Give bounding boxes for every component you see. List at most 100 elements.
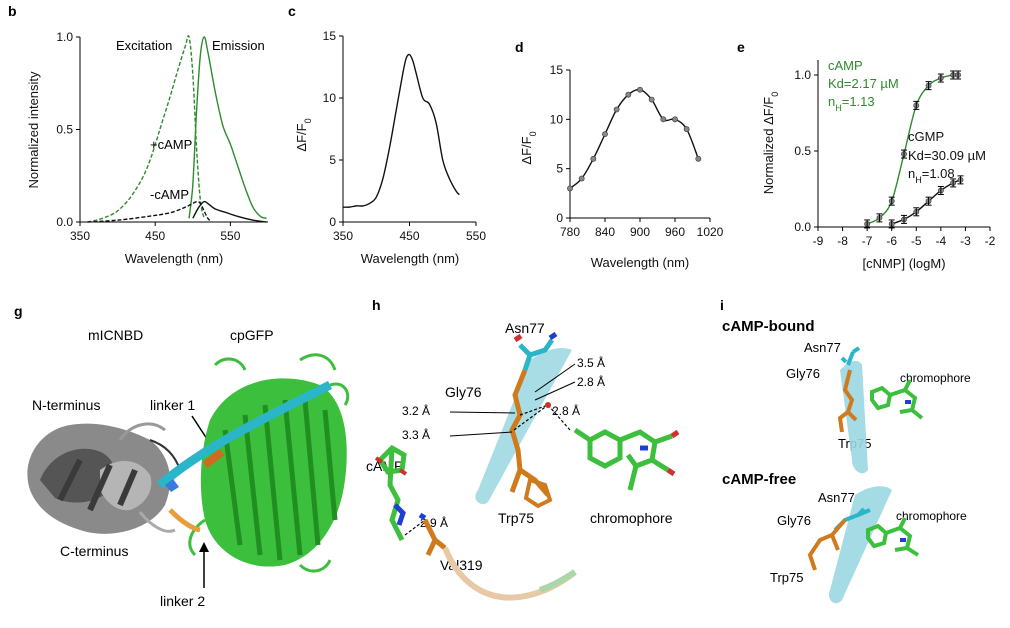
chart-c-ylabel-sub: 0 <box>303 118 313 123</box>
distance-4: 2.8 Å <box>552 403 580 418</box>
bound-label-gly76: Gly76 <box>786 366 820 381</box>
x-tick-label: 350 <box>333 229 353 243</box>
y-tick-label: 15 <box>550 63 564 77</box>
title-camp-free: cAMP-free <box>722 471 796 488</box>
x-tick-label: -2 <box>985 234 996 248</box>
chart-c-ylabel-main: ΔF/F <box>294 123 309 151</box>
label-c-terminus: C-terminus <box>60 543 128 559</box>
panel-letter-i: i <box>720 297 724 313</box>
data-point <box>590 155 597 162</box>
series-line-0 <box>569 88 699 189</box>
label-trp75: Trp75 <box>498 510 534 526</box>
legend-camp-nh: nH=1.13 <box>828 94 875 113</box>
label-asn77: Asn77 <box>505 320 545 336</box>
y-tick-label: 0 <box>329 215 336 229</box>
chart-c-axes <box>342 36 476 223</box>
free-label-chromophore: chromophore <box>896 509 967 523</box>
data-point <box>660 116 667 123</box>
chart-d-ylabel: ΔF/F0 <box>519 131 538 164</box>
chart-e-axes <box>817 60 990 228</box>
series-line-0 <box>342 53 460 208</box>
x-tick-label: -7 <box>862 234 873 248</box>
y-tick-label: 0.5 <box>56 123 73 137</box>
h-structure-graphic <box>374 331 680 601</box>
y-tick-label: 10 <box>323 91 337 105</box>
legend-camp-nh-sub: H <box>835 103 842 113</box>
data-point <box>683 126 690 133</box>
annotation-excitation: Excitation <box>116 38 172 53</box>
x-tick-label: 550 <box>220 229 240 243</box>
y-tick-label: 10 <box>550 112 564 126</box>
panel-letter-d: d <box>515 39 524 55</box>
panel-letter-b: b <box>8 3 17 19</box>
chart-b-series <box>87 35 267 223</box>
free-label-trp75: Trp75 <box>770 570 803 585</box>
legend-camp-nh-value: =1.13 <box>842 94 875 109</box>
y-tick-label: 5 <box>556 162 563 176</box>
chart-b-ticks: 350 450 550 0.0 0.5 1.0 <box>56 30 240 243</box>
bound-label-asn77: Asn77 <box>804 340 841 355</box>
series-line-2 <box>87 200 213 223</box>
x-tick-label: 550 <box>466 229 486 243</box>
x-tick-label: 450 <box>399 229 419 243</box>
label-n-terminus: N-terminus <box>32 397 100 413</box>
x-tick-label: 840 <box>595 225 615 239</box>
i-free-structure-graphic <box>807 486 920 604</box>
y-tick-label: 0.0 <box>794 220 811 234</box>
chart-c-xlabel: Wavelength (nm) <box>361 251 460 266</box>
data-point <box>648 96 655 103</box>
panel-letter-c: c <box>288 3 296 19</box>
chart-c-ylabel: ΔF/F0 <box>294 118 313 151</box>
chart-c-ticks: 350 450 550 0 5 10 15 <box>323 29 487 243</box>
data-point <box>672 116 678 123</box>
legend-cgmp-nh-n: n <box>908 166 915 181</box>
chart-e-ylabel-sub: 0 <box>770 92 780 97</box>
chart-b-ylabel: Normalized intensity <box>26 71 41 189</box>
panel-letter-e: e <box>737 39 745 55</box>
legend-camp-nh-n: n <box>828 94 835 109</box>
y-tick-label: 5 <box>329 153 336 167</box>
panel-h: h Asn77 Gly76 cAMP Trp75 chromophore Val… <box>366 297 680 601</box>
x-tick-label: 960 <box>665 225 685 239</box>
label-micnbd: mICNBD <box>88 327 143 343</box>
x-tick-label: 350 <box>70 229 90 243</box>
y-tick-label: 1.0 <box>56 30 73 44</box>
distance-3: 3.2 Å <box>402 403 430 418</box>
chart-d-ylabel-sub: 0 <box>528 131 538 136</box>
panel-e: e -9 -8 -7 -6 -5 -4 -3 -2 0.0 0.5 1.0 [cNMP] (logM… <box>737 39 996 271</box>
chart-e-ticks: -9 -8 -7 -6 -5 -4 -3 -2 0.0 0.5 1.0 <box>794 68 995 248</box>
chart-c-series <box>342 53 460 208</box>
annotation-plus-camp: +cAMP <box>150 137 192 152</box>
panel-g: g mICNBD cpGFP N-terminus linker 1 C-ter… <box>14 303 350 609</box>
chart-d-series <box>567 86 702 192</box>
x-tick-label: 450 <box>145 229 165 243</box>
label-linker2: linker 2 <box>160 593 205 609</box>
x-tick-label: 900 <box>630 225 650 239</box>
series-line-3 <box>192 200 267 223</box>
data-point <box>613 106 620 113</box>
legend-cgmp-kd: Kd=30.09 µM <box>908 148 986 163</box>
legend-camp: cAMP Kd=2.17 µM nH=1.13 <box>828 58 899 113</box>
chart-d-ticks: 780 840 900 960 1020 0 5 10 15 <box>550 63 724 239</box>
data-point <box>578 175 585 182</box>
x-tick-label: -8 <box>837 234 848 248</box>
distance-5: 3.3 Å <box>402 427 430 442</box>
chart-e-ylabel: Normalized ΔF/F0 <box>761 92 780 195</box>
y-tick-label: 15 <box>323 29 337 43</box>
label-chromophore-h: chromophore <box>590 510 673 526</box>
legend-camp-kd: Kd=2.17 µM <box>828 76 899 91</box>
x-tick-label: 780 <box>560 225 580 239</box>
legend-camp-name: cAMP <box>828 58 863 73</box>
x-tick-label: -9 <box>813 234 824 248</box>
legend-cgmp-nh-sub: H <box>915 175 922 185</box>
panel-b: b 350 450 550 0.0 0.5 1.0 Wavelength (nm) Nor… <box>8 3 268 266</box>
legend-cgmp: cGMP Kd=30.09 µM nH=1.08 <box>908 129 986 185</box>
title-camp-bound: cAMP-bound <box>722 318 814 335</box>
x-tick-label: -5 <box>911 234 922 248</box>
chart-d-ylabel-main: ΔF/F <box>519 136 534 164</box>
free-label-asn77: Asn77 <box>818 490 855 505</box>
y-tick-label: 0.0 <box>56 215 73 229</box>
y-tick-label: 1.0 <box>794 68 811 82</box>
x-tick-label: 1020 <box>697 225 724 239</box>
chart-e-xlabel: [cNMP] (logM) <box>862 256 945 271</box>
